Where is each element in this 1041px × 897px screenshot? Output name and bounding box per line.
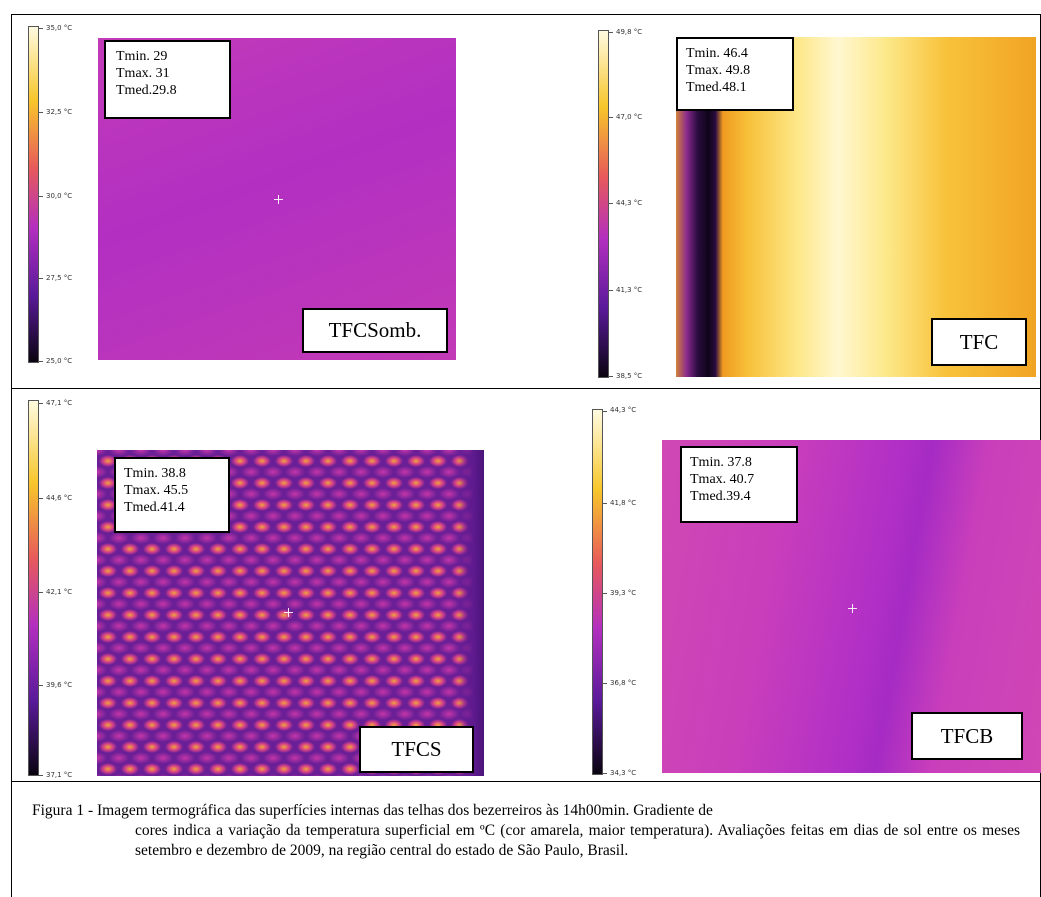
scale-tick: 39,3 °C [610,589,637,597]
scale-tick: 27,5 °C [46,274,73,282]
color-scale-bar [28,400,39,776]
panel-label: TFCS [359,726,474,773]
panel-label: TFCB [911,712,1023,760]
scale-tick: 25,0 °C [46,357,73,365]
color-scale-bar [598,30,609,378]
tmin-value: Tmin. 46.4 [686,46,748,61]
scale-tick: 47,0 °C [616,113,643,121]
caption-lead: Figura 1 - Imagem termográfica das super… [32,802,713,819]
tmin-value: Tmin. 37.8 [690,455,752,470]
panel-label: TFC [931,318,1027,366]
tmed-value: Tmed.39.4 [690,489,751,504]
color-scale-bar [592,409,603,775]
scale-tick: 37,1 °C [46,771,73,779]
crosshair-icon [274,195,283,204]
scale-tick: 41,3 °C [616,286,643,294]
scale-tick: 38,5 °C [616,372,643,380]
tmin-value: Tmin. 38.8 [124,466,186,481]
panel-divider [12,388,1040,389]
scale-tick: 41,8 °C [610,499,637,507]
caption-rest: cores indica a variação da temperatura s… [135,822,1020,859]
scale-tick: 32,5 °C [46,108,73,116]
color-scale-bar [28,26,39,363]
tmed-value: Tmed.41.4 [124,500,185,515]
tmax-value: Tmax. 45.5 [124,483,189,498]
scale-tick: 42,1 °C [46,588,73,596]
stats-box: Tmin. 38.8 Tmax. 45.5 Tmed.41.4 [114,457,230,533]
scale-tick: 39,6 °C [46,681,73,689]
caption-divider [12,781,1040,782]
scale-tick: 49,8 °C [616,28,643,36]
scale-tick: 36,8 °C [610,679,637,687]
crosshair-icon [284,608,293,617]
panel-label: TFCSomb. [302,308,448,353]
tmed-value: Tmed.29.8 [116,83,177,98]
stats-box: Tmin. 29 Tmax. 31 Tmed.29.8 [104,40,231,119]
scale-tick: 34,3 °C [610,769,637,777]
scale-tick: 47,1 °C [46,399,73,407]
stats-box: Tmin. 46.4 Tmax. 49.8 Tmed.48.1 [676,37,794,111]
scale-tick: 44,3 °C [616,199,643,207]
tmin-value: Tmin. 29 [116,49,168,64]
tmax-value: Tmax. 40.7 [690,472,755,487]
scale-tick: 44,3 °C [610,406,637,414]
scale-tick: 30,0 °C [46,192,73,200]
tmed-value: Tmed.48.1 [686,80,747,95]
tmax-value: Tmax. 31 [116,66,170,81]
crosshair-icon [848,604,857,613]
scale-tick: 35,0 °C [46,24,73,32]
stats-box: Tmin. 37.8 Tmax. 40.7 Tmed.39.4 [680,446,798,523]
scale-tick: 44,6 °C [46,494,73,502]
figure-caption: Figura 1 - Imagem termográfica das super… [32,801,1020,861]
tmax-value: Tmax. 49.8 [686,63,751,78]
